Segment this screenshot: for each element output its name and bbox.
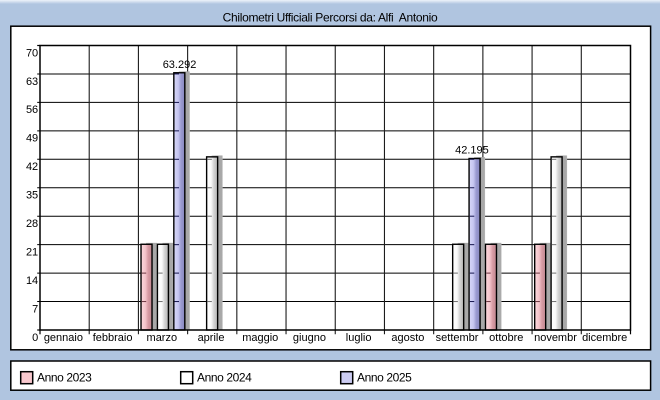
svg-text:agosto: agosto [391,332,424,344]
svg-text:novembr: novembr [534,332,577,344]
svg-text:gennaio: gennaio [44,332,83,344]
svg-text:settembr: settembr [436,332,479,344]
svg-text:49: 49 [26,133,38,145]
svg-text:febbraio: febbraio [93,332,133,344]
svg-text:Anno 2025: Anno 2025 [357,371,412,385]
svg-text:Anno 2024: Anno 2024 [197,371,252,385]
svg-text:21: 21 [26,246,38,258]
svg-text:maggio: maggio [242,332,278,344]
svg-text:dicembre: dicembre [582,332,627,344]
svg-text:0: 0 [32,332,38,344]
svg-text:63.292: 63.292 [163,59,197,71]
svg-text:63: 63 [26,76,38,88]
svg-text:28: 28 [26,218,38,230]
svg-text:42.195: 42.195 [455,145,489,157]
svg-text:luglio: luglio [346,332,372,344]
svg-text:ottobre: ottobre [489,332,523,344]
svg-text:giugno: giugno [293,332,326,344]
svg-text:7: 7 [32,303,38,315]
svg-text:Chilometri Ufficiali Percorsi: Chilometri Ufficiali Percorsi da: Alfi A… [223,10,438,24]
svg-text:14: 14 [26,275,38,287]
svg-text:35: 35 [26,190,38,202]
svg-text:marzo: marzo [147,332,178,344]
svg-text:aprile: aprile [198,332,225,344]
svg-text:42: 42 [26,161,38,173]
svg-text:56: 56 [26,104,38,116]
svg-text:Anno 2023: Anno 2023 [37,371,92,385]
svg-text:70: 70 [26,47,38,59]
